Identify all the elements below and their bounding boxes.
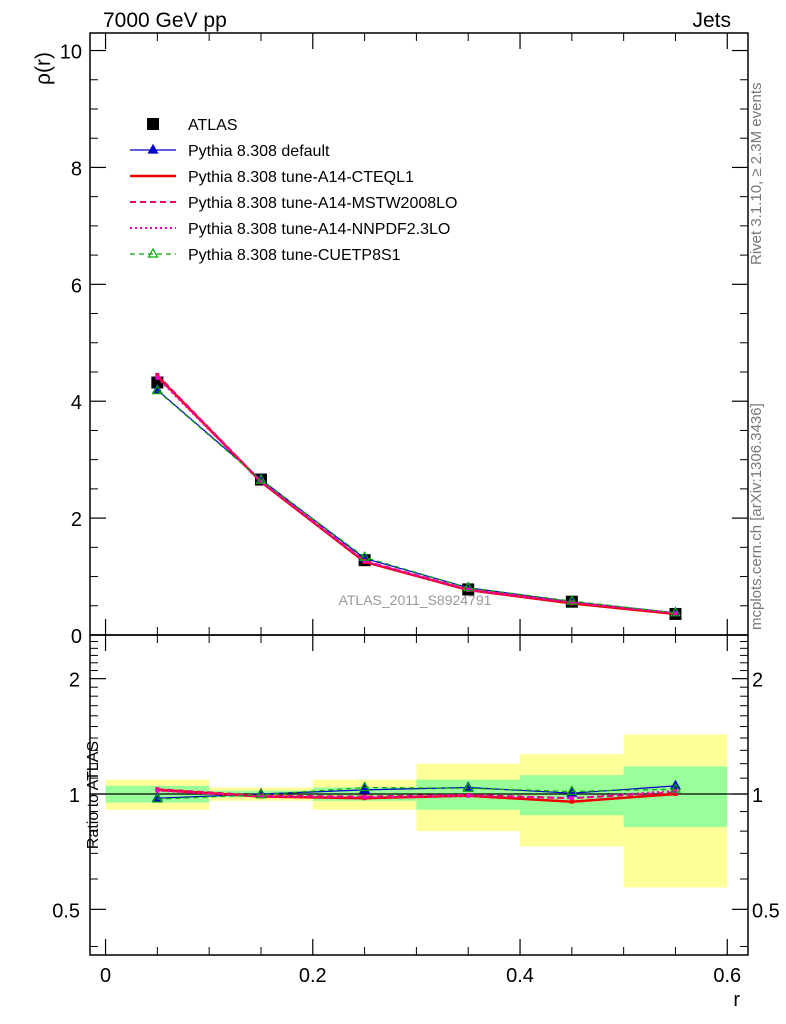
series-3-line [156, 374, 676, 615]
x-axis-label: r [733, 989, 740, 1011]
series-5-point [669, 606, 681, 617]
series-5-point [566, 594, 578, 605]
legend-label: Pythia 8.308 tune-A14-MSTW2008LO [188, 195, 457, 212]
main-ylabel: ρ(r) [32, 52, 55, 85]
ratio-series-2-point [569, 799, 574, 804]
legend-marker-atlas [147, 118, 159, 130]
series-4-point [569, 600, 574, 605]
series-5-line [157, 390, 676, 614]
series-5-point [462, 581, 474, 592]
header-left-label: 7000 GeV pp [103, 9, 227, 32]
ratio-series-4-point [362, 795, 367, 800]
series-4-line [156, 377, 676, 615]
legend-label: ATLAS [188, 117, 238, 134]
ratio-series-4-point [155, 788, 160, 793]
ratio-ytick-label-right: 2 [752, 670, 763, 692]
main-ytick-label: 8 [71, 158, 82, 180]
main-ytick-label: 6 [71, 275, 82, 297]
ratio-ytick-label-right: 0.5 [752, 900, 780, 922]
ratio-frame [89, 634, 749, 956]
ratio-series-4-line [157, 789, 676, 800]
ratio-ytick-label-right: 1 [752, 785, 763, 807]
ratio-series-5-point [462, 782, 474, 792]
series-5-point [255, 473, 267, 484]
main-ytick-label: 10 [60, 42, 82, 64]
legend-label: Pythia 8.308 tune-CUETP8S1 [188, 247, 401, 264]
series-4-point [362, 559, 367, 564]
ratio-series-5-line [157, 786, 676, 800]
header-right-label: Jets [692, 9, 731, 32]
ratio-series-4-point [466, 793, 471, 798]
ratio-series-5-point [669, 782, 681, 793]
legend-label: Pythia 8.308 tune-A14-NNPDF2.3LO [188, 221, 450, 238]
series-4-point [258, 479, 263, 484]
ratio-ytick-label: 2 [69, 670, 80, 692]
mcplots-label: mcplots.cern.ch [arXiv:1306.3436] [748, 403, 765, 630]
legend-label: Pythia 8.308 default [188, 143, 330, 160]
analysis-watermark: ATLAS_2011_S8924791 [339, 592, 492, 608]
xtick-label: 0.2 [299, 965, 327, 987]
ratio-panel: 0 0.2 0.4 0.6 0.5 0.5 1 1 2 2 [52, 634, 780, 987]
rivet-label: Rivet 3.1.10, ≥ 2.3M events [748, 83, 765, 266]
ratio-series-5-point [566, 785, 578, 796]
series-2-line [156, 375, 676, 616]
main-ytick-label: 0 [71, 626, 82, 648]
series-4-point [155, 375, 160, 380]
main-ytick-label: 2 [71, 509, 82, 531]
series-1-line [157, 389, 676, 614]
xtick-label: 0.6 [713, 965, 741, 987]
ratio-ytick-label: 0.5 [52, 900, 80, 922]
series-3-point [155, 372, 160, 377]
ratio-series-4-point [569, 796, 574, 801]
xtick-label: 0.4 [506, 965, 534, 987]
ratio-ytick-label: 1 [69, 785, 80, 807]
series-4-point [466, 587, 471, 592]
series-5-point [151, 384, 163, 395]
legend-marker-5 [147, 247, 159, 258]
legend-label: Pythia 8.308 tune-A14-CTEQL1 [188, 169, 414, 186]
main-ytick-label: 4 [71, 392, 82, 414]
legend-marker-1 [147, 143, 159, 154]
ratio-series-4-point [673, 788, 678, 793]
main-panel: 0 2 4 6 8 10 [60, 32, 749, 648]
ratio-series-5-point [255, 788, 267, 799]
series-4-point [673, 611, 678, 616]
ratio-series-5-point [359, 781, 371, 792]
ratio-series-4-point [258, 794, 263, 799]
ratio-series-5-point [151, 792, 163, 803]
xtick-label: 0 [100, 965, 111, 987]
ratio-ylabel: Ratio to ATLAS [85, 741, 102, 849]
legend: ATLAS Pythia 8.308 default Pythia 8.308 tu… [130, 117, 457, 264]
series-5-point [359, 551, 371, 561]
